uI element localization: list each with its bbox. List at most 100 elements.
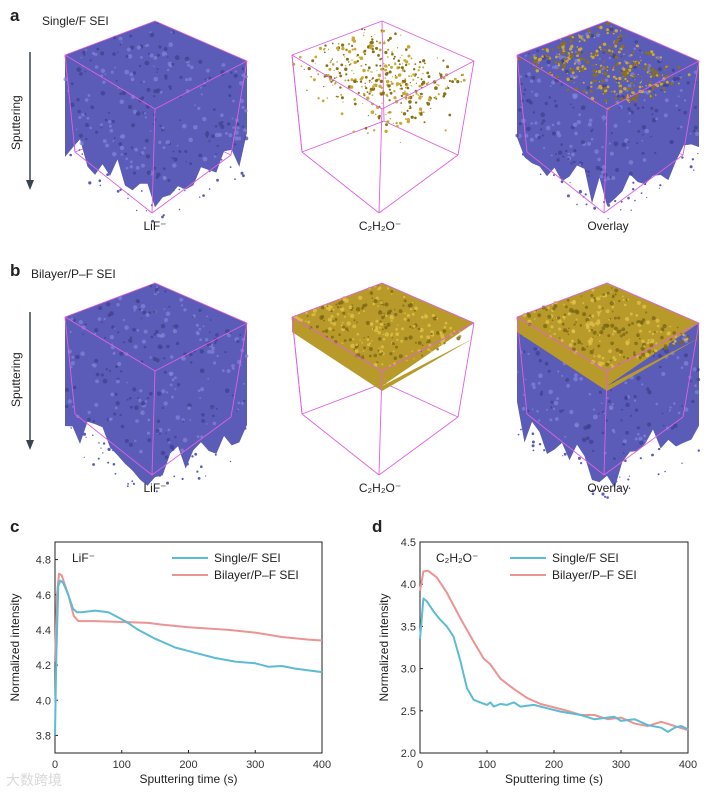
sputtering-label-a: Sputtering — [9, 95, 23, 150]
cube-edge — [291, 316, 303, 415]
sputtering-label-b: Sputtering — [9, 352, 23, 407]
cube-edge — [381, 20, 385, 122]
y-tick-label: 4.0 — [36, 695, 51, 707]
x-axis-label: Sputtering time (s) — [505, 772, 603, 786]
cube-edge — [378, 154, 459, 214]
cube-lif-b — [64, 282, 249, 493]
cube-edge — [682, 322, 700, 418]
y-tick-label: 3.8 — [36, 730, 51, 742]
x-tick-label: 0 — [52, 759, 58, 771]
lif-volume — [65, 21, 247, 208]
c2h2o-volume — [292, 283, 474, 391]
y-tick-label: 2.0 — [401, 748, 416, 760]
panel-letter-d: d — [372, 517, 383, 536]
cube-c2h2o-a — [291, 20, 475, 214]
chart-d-annotation: C₂H₂O⁻ — [436, 551, 479, 565]
cube-edge — [291, 54, 383, 110]
y-tick-label: 2.5 — [401, 706, 416, 718]
cube-edge — [151, 416, 232, 476]
cube-edge — [291, 54, 303, 153]
cube-edge — [151, 370, 156, 476]
lif-texture — [63, 22, 249, 223]
cube-edge — [526, 151, 605, 214]
cube-edge — [291, 282, 383, 318]
cube-edge — [606, 60, 700, 110]
series-line-single — [54, 579, 323, 736]
series-line-single — [419, 597, 689, 733]
y-axis-label: Normalized intensity — [8, 593, 22, 701]
y-tick-label: 3.0 — [401, 664, 416, 676]
panel-letter-a: a — [10, 6, 20, 25]
cube-label-overlay-a: Overlay — [587, 219, 629, 233]
lif-volume — [517, 21, 699, 206]
c2h2o-volume — [517, 283, 699, 391]
cube-edge — [64, 316, 76, 415]
chart-d: 0 100 200 300 400 2.0 2.5 3.0 3.5 4.0 4.5 Sputterin… — [377, 537, 697, 786]
cube-edge — [603, 154, 684, 214]
cube-edge — [301, 413, 380, 476]
watermark: 大数跨境 — [6, 772, 62, 788]
cube-edge — [154, 322, 248, 372]
cube-edge — [230, 322, 248, 418]
cube-edge — [606, 20, 700, 62]
arrow-head-icon — [26, 440, 34, 450]
cube-edge — [301, 382, 385, 415]
series-line-bilayer — [419, 569, 689, 732]
cube-label-lif-b: LiF⁻ — [143, 481, 167, 495]
cube-edge — [603, 416, 684, 476]
cube-edge — [154, 60, 248, 110]
cube-edge — [378, 416, 459, 476]
cube-edge — [230, 60, 248, 156]
cube-edge — [378, 370, 383, 476]
cube-edge — [383, 382, 459, 418]
chart-c: 0 100 200 300 400 3.8 4.0 4.2 4.4 4.6 4.8 Sputterin… — [8, 541, 331, 786]
cube-edge — [64, 282, 156, 318]
y-tick-label: 4.6 — [36, 590, 51, 602]
chart-c-annotation: LiF⁻ — [72, 551, 96, 565]
cube-edge — [154, 20, 248, 62]
cube-edge — [606, 282, 700, 324]
tof-sims-3d-renderings — [26, 20, 701, 499]
cube-edge — [74, 151, 153, 214]
y-tick-label: 4.2 — [36, 660, 51, 672]
cube-edge — [64, 20, 156, 56]
cube-edge — [291, 316, 383, 372]
cube-edge — [74, 413, 153, 476]
cube-edge — [516, 316, 528, 415]
x-tick-label: 100 — [478, 759, 496, 771]
lif-volume — [65, 283, 247, 486]
cube-edge — [603, 370, 608, 476]
cube-edge — [381, 20, 475, 62]
cube-edge — [64, 316, 156, 372]
cube-edge — [378, 108, 383, 214]
cube-label-c2h2o-b: C₂H₂O⁻ — [358, 481, 402, 495]
cube-edge — [154, 282, 248, 324]
cube-edge — [381, 322, 475, 372]
x-tick-label: 200 — [179, 759, 197, 771]
y-axis-label: Normalized intensity — [377, 593, 391, 701]
cube-c2h2o-b — [291, 282, 475, 476]
y-tick-label: 4.0 — [401, 579, 416, 591]
legend-label: Bilayer/P–F SEI — [214, 568, 299, 582]
cube-edge — [151, 108, 156, 214]
panel-b-title: Bilayer/P–F SEI — [31, 267, 116, 281]
cube-edge — [64, 54, 76, 153]
x-tick-label: 300 — [246, 759, 264, 771]
cube-overlay-a — [515, 20, 700, 220]
y-tick-label: 4.4 — [36, 625, 51, 637]
x-tick-label: 300 — [612, 759, 630, 771]
cube-edge — [381, 60, 475, 110]
legend-label: Single/F SEI — [214, 551, 281, 565]
cube-edge — [64, 54, 156, 110]
x-tick-label: 200 — [545, 759, 563, 771]
cube-edge — [301, 120, 385, 153]
cube-edge — [151, 154, 232, 214]
y-tick-label: 4.5 — [401, 537, 416, 549]
cube-edge — [457, 322, 475, 418]
y-tick-label: 3.5 — [401, 621, 416, 633]
panel-a-title: Single/F SEI — [42, 14, 109, 28]
x-tick-label: 0 — [417, 759, 423, 771]
cube-edge — [516, 316, 608, 372]
legend-label: Single/F SEI — [552, 551, 619, 565]
